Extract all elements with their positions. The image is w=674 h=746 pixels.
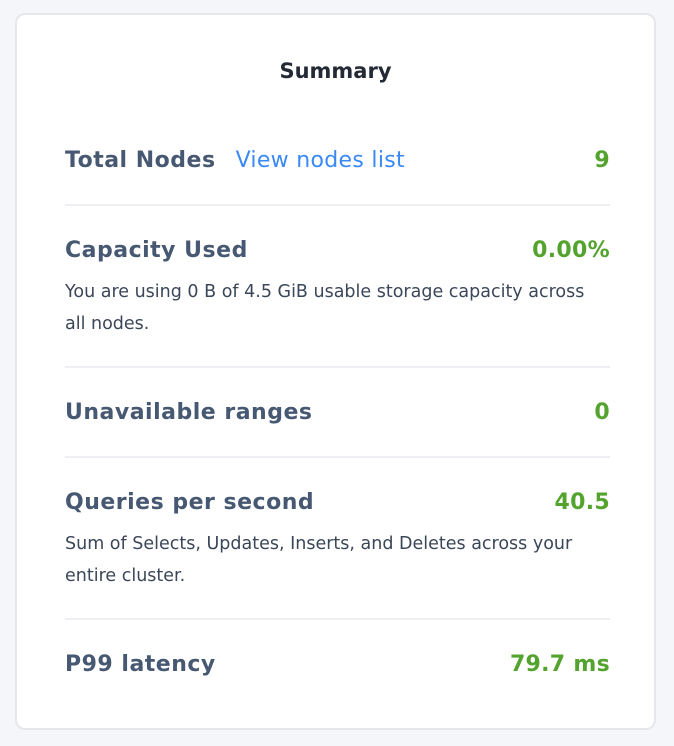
unavailable-ranges-row: Unavailable ranges 0: [65, 396, 610, 428]
capacity-used-description: You are using 0 B of 4.5 GiB usable stor…: [65, 282, 585, 334]
unavailable-ranges-label: Unavailable ranges: [65, 399, 313, 425]
p99-latency-value: 79.7 ms: [509, 651, 610, 677]
capacity-used-value: 0.00%: [532, 237, 610, 263]
queries-per-second-row: Queries per second 40.5 Sum of Selects, …: [65, 486, 610, 592]
divider: [65, 204, 610, 206]
capacity-used-row: Capacity Used 0.00% You are using 0 B of…: [65, 234, 610, 340]
summary-title: Summary: [279, 59, 392, 83]
p99-latency-label: P99 latency: [65, 651, 216, 677]
queries-per-second-value: 40.5: [554, 489, 610, 515]
p99-latency-row: P99 latency 79.7 ms: [65, 648, 610, 680]
queries-per-second-description: Sum of Selects, Updates, Inserts, and De…: [65, 534, 573, 586]
view-nodes-list-link[interactable]: View nodes list: [235, 147, 405, 173]
queries-per-second-label: Queries per second: [65, 489, 315, 515]
divider: [65, 618, 610, 620]
total-nodes-value: 9: [594, 147, 610, 173]
divider: [65, 456, 610, 458]
total-nodes-row: Total Nodes View nodes list 9: [65, 144, 610, 176]
unavailable-ranges-value: 0: [594, 399, 610, 425]
total-nodes-label: Total Nodes: [65, 147, 216, 173]
summary-card: Summary Total Nodes View nodes list 9 Ca…: [15, 13, 656, 730]
capacity-used-label: Capacity Used: [65, 237, 248, 263]
divider: [65, 366, 610, 368]
